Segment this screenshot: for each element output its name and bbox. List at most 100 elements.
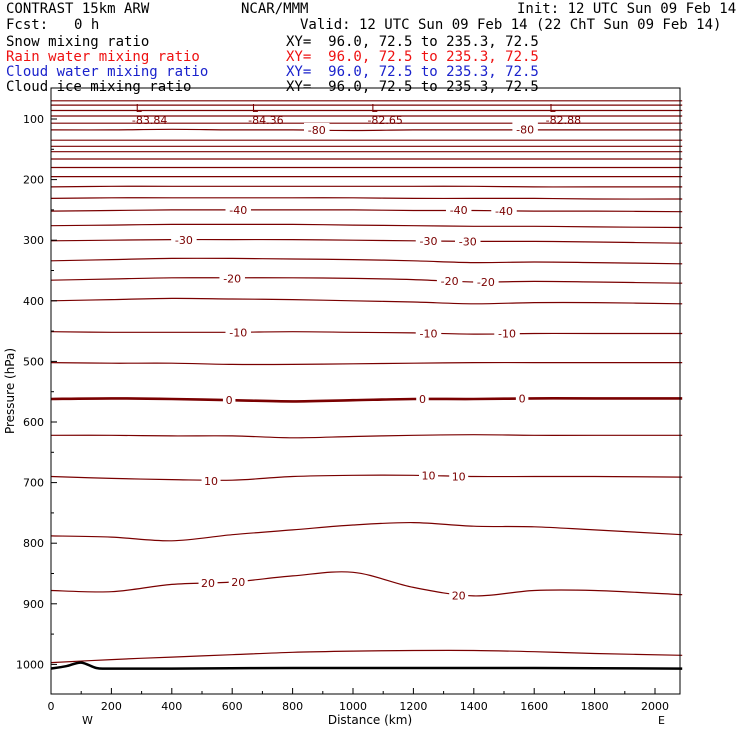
contour-line	[50, 474, 683, 481]
contour-line	[50, 238, 683, 244]
legend-cloud-water-xy: XY= 96.0, 72.5 to 235.3, 72.5	[286, 64, 539, 80]
legend-snow-name: Snow mixing ratio	[6, 34, 150, 50]
low-marker: L	[549, 102, 556, 115]
west-label: W	[82, 714, 93, 727]
contour-line	[50, 277, 683, 284]
contour-line	[50, 434, 683, 439]
x-axis: 0 200 400 600 800 1000 1200 1400 1600 1800 2000	[48, 688, 669, 713]
y-tick-label: 100	[23, 113, 44, 126]
terrain-line	[50, 661, 683, 670]
contour-label-bg	[449, 469, 469, 483]
contour-line	[50, 209, 683, 213]
contour-label-bg	[304, 122, 330, 136]
contour-label: -20	[441, 275, 459, 288]
contour-line	[50, 571, 683, 597]
legend-cloud-ice-xy: XY= 96.0, 72.5 to 235.3, 72.5	[286, 79, 539, 95]
x-tick-label: 0	[48, 700, 55, 713]
low-value: -84.36	[248, 114, 283, 127]
legend-cloud-water-name: Cloud water mixing ratio	[6, 64, 209, 80]
legend-rain-xy: XY= 96.0, 72.5 to 235.3, 72.5	[286, 49, 539, 65]
org-label: NCAR/MMM	[241, 1, 309, 17]
plot-frame	[50, 87, 681, 695]
contour-label-bg	[515, 391, 529, 405]
init-time: Init: 12 UTC Sun 09 Feb 14	[517, 1, 737, 17]
contour-labels: -80 -80 -40 -40 -40 -30 -30 -30 -20 -20 -20 -10 -10 -…	[171, 122, 538, 602]
contour-label-bg	[436, 273, 463, 287]
y-axis-title: Pressure (hPa)	[3, 348, 17, 434]
valid-time: Valid: 12 UTC Sun 09 Feb 14 (22 ChT Sun …	[300, 17, 722, 33]
x-tick-label: 600	[222, 700, 243, 713]
contour-label-bg	[494, 326, 520, 340]
y-tick-label: 700	[23, 477, 44, 490]
contour-label: -80	[308, 124, 326, 137]
contour-label: 0	[226, 394, 233, 407]
low-marker: L	[136, 102, 143, 115]
contour-label: -80	[516, 123, 534, 136]
y-axis: 100 200 300 400 500 600 700 800 900 1000	[16, 113, 57, 671]
contour-label-bg	[225, 202, 251, 216]
contour-label: -20	[223, 272, 241, 285]
contour-label-bg	[219, 271, 245, 285]
contour-label-bg	[419, 468, 438, 482]
east-label: E	[658, 714, 665, 727]
contour-label-bg	[198, 576, 218, 590]
contour-label-bg	[201, 473, 221, 487]
legend-cloud-ice-name: Cloud ice mixing ratio	[6, 79, 192, 95]
contour-line	[50, 297, 683, 305]
contour-line	[50, 185, 683, 188]
y-tick-label: 900	[23, 598, 44, 611]
contour-label-bg	[415, 326, 442, 340]
contour-line	[50, 331, 683, 335]
low-value: -82.65	[367, 114, 402, 127]
contour-line	[50, 397, 683, 403]
low-value: -82.88	[546, 114, 581, 127]
contour-label: 20	[231, 576, 245, 589]
contour-label-bg	[449, 588, 469, 602]
contour-label: 20	[201, 577, 215, 590]
contour-label: -10	[420, 328, 438, 341]
low-marker: L	[371, 102, 378, 115]
contour-label: -30	[459, 235, 477, 248]
contour-label-bg	[225, 325, 251, 339]
contour-label: -30	[420, 235, 438, 248]
y-tick-label: 800	[23, 537, 44, 550]
contour-label: -40	[229, 204, 247, 217]
y-tick-label: 400	[23, 295, 44, 308]
contour-label: -40	[450, 204, 468, 217]
contour-label-bg	[455, 234, 481, 248]
contour-label: -30	[175, 234, 193, 247]
contour-label: -10	[229, 326, 247, 339]
contour-label-bg	[512, 122, 538, 136]
contour-line	[50, 649, 683, 664]
contour-label: 20	[452, 589, 466, 602]
low-markers: L-83.84L-84.36L-82.65L-82.88	[132, 102, 581, 127]
contour-label: 10	[204, 475, 218, 488]
x-tick-label: 400	[161, 700, 182, 713]
x-tick-label: 800	[282, 700, 303, 713]
contour-label-bg	[222, 393, 236, 407]
x-axis-title: Distance (km)	[328, 713, 412, 727]
contour-label-bg	[171, 233, 197, 247]
x-tick-label: 2000	[641, 700, 669, 713]
contour-label-bg	[491, 204, 517, 218]
legend-rain-name: Rain water mixing ratio	[6, 49, 200, 65]
fcst-label: Fcst:	[6, 17, 49, 33]
y-tick-label: 500	[23, 355, 44, 368]
y-tick-label: 600	[23, 416, 44, 429]
temperature-contours	[50, 100, 683, 664]
x-tick-label: 200	[101, 700, 122, 713]
contour-line	[50, 128, 683, 132]
fcst-value: 0 h	[74, 17, 100, 33]
legend-snow-xy: XY= 96.0, 72.5 to 235.3, 72.5	[286, 34, 539, 50]
contour-label-bg	[473, 275, 499, 289]
x-tick-label: 1200	[399, 700, 427, 713]
contour-line	[50, 197, 683, 200]
contour-label-bg	[228, 574, 248, 588]
y-tick-label: 1000	[16, 658, 44, 671]
model-title: CONTRAST 15km ARW	[6, 1, 150, 17]
contour-line	[50, 361, 683, 366]
contour-label: -10	[498, 328, 516, 341]
contour-label: -20	[477, 276, 495, 289]
contour-line	[50, 223, 683, 229]
